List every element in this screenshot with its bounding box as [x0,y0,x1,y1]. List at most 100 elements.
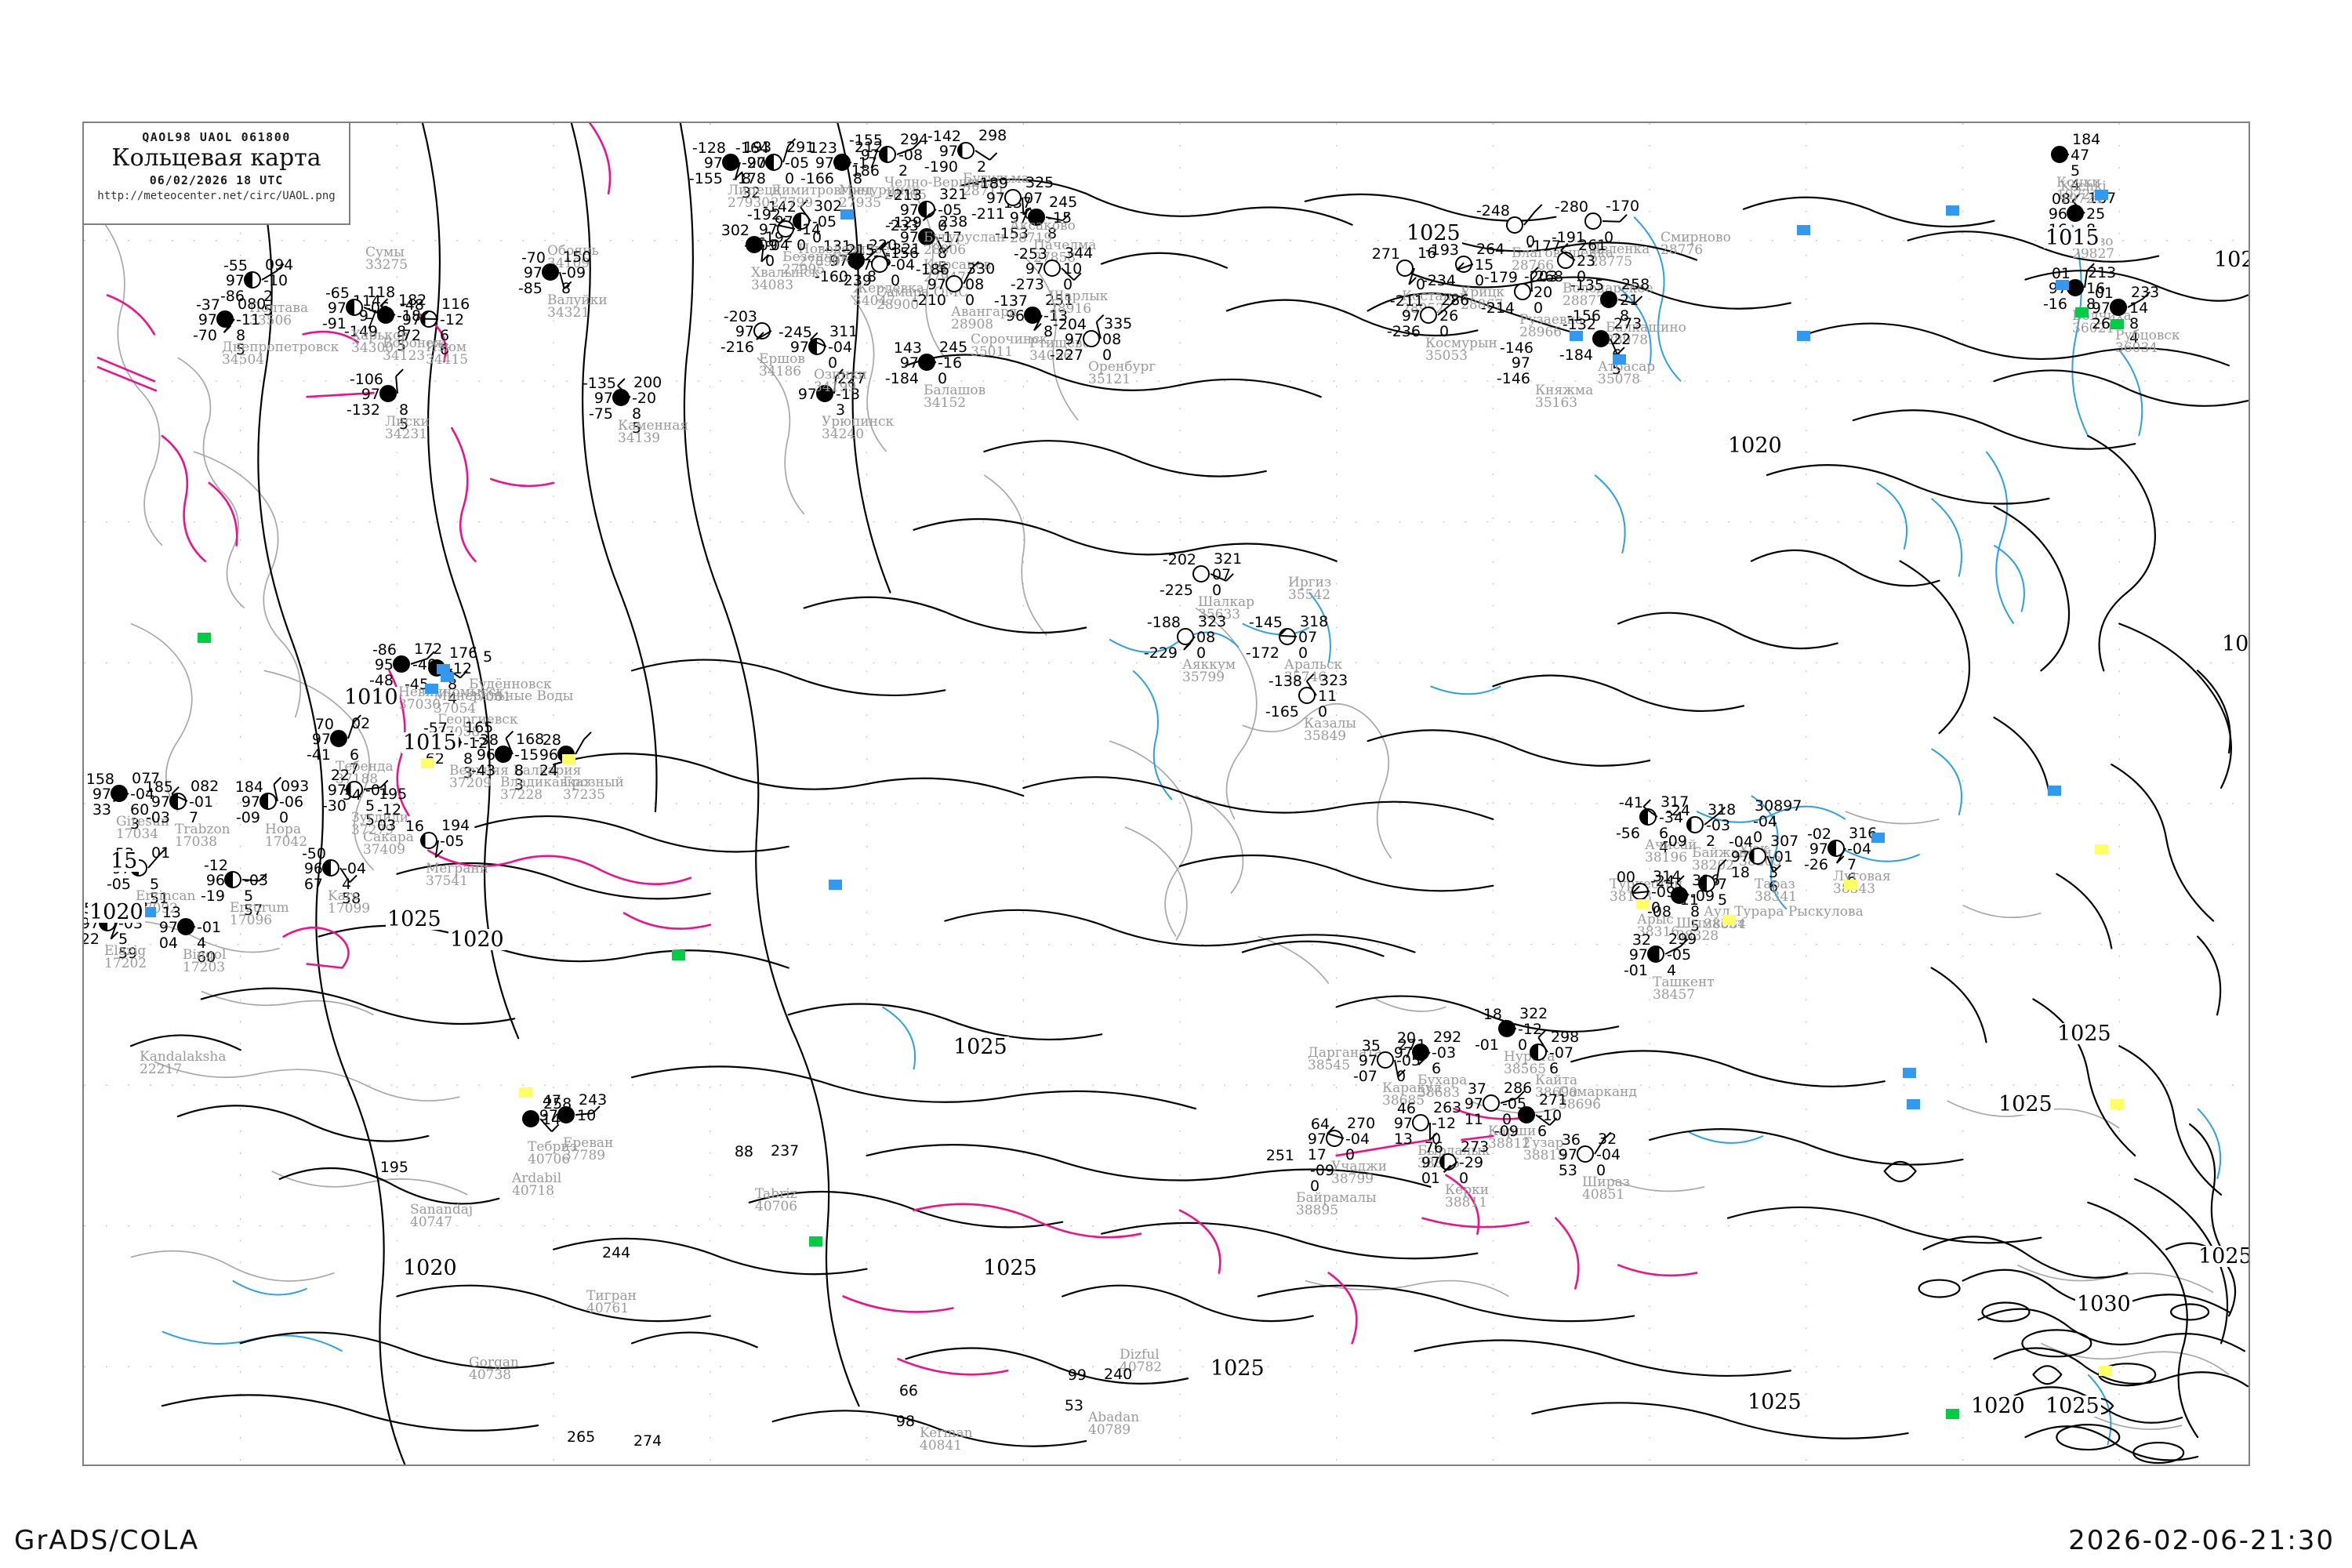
isobar-label: 1025 [952,1035,1009,1059]
wind-barb-icon [734,162,743,180]
station-dewpoint: -234 [1421,272,1456,289]
wind-barb-icon [760,244,770,263]
station-visibility: 97 [401,311,421,328]
station-temperature: -189 [974,175,1008,192]
station-temperature: -138 [1268,673,1302,690]
station-wmo-id: 38457 [1653,987,1696,1003]
isobar-label: 1020 [1726,434,1784,458]
station-name: Обоянь [547,243,599,259]
station-dewpoint: -91 [321,315,347,332]
station-cloud-low: 0 [938,217,948,234]
station-name: Kandalaksha [140,1049,227,1065]
weather-symbol-blue-icon [1797,331,1810,341]
station-cloud-low: 8 [397,323,407,340]
station-pressure: 302 [814,198,843,215]
station-sky-cover-icon [330,730,347,747]
wind-barb-icon [922,209,937,222]
station-wmo-id: 38685 [1382,1093,1425,1109]
station-name: Туркестан [1610,877,1683,892]
wind-barb-icon [1408,267,1417,285]
station-pressure: 01 [151,844,171,862]
station-dewpoint: -01 [1474,1036,1499,1054]
station-temperature: -192 [746,206,781,223]
wind-barb-icon [434,840,444,858]
wind-barb-icon [1033,314,1043,332]
station-cloud-low: 0 [785,170,795,187]
station-name: Сакара [363,829,414,845]
station-sky-cover-icon [322,859,339,877]
station-cloud-low: 4 [197,935,207,952]
station-pressure: 245 [939,339,968,356]
station-visibility: 97 [899,201,919,219]
station-temperature: -202 [1162,551,1196,568]
station-wmo-id: 38815 [1523,1148,1566,1163]
wind-barb-icon [1437,296,1459,316]
station-wmo-id: 36021 [2072,321,2115,336]
station-dewpoint: 53 [1064,1397,1083,1414]
station-sky-cover-icon [765,154,782,171]
station-pressure-tendency: -05 [812,213,837,230]
station-sky-cover-icon [1600,291,1617,308]
station-temperature: -129 [887,214,922,231]
station-wmo-id: 38811 [1445,1195,1488,1210]
station-visibility: 97 [1511,354,1530,372]
station-temperature: -24 [1665,802,1690,819]
wind-barb-icon [171,786,188,802]
station-temperature: -70 [521,249,546,267]
station-sky-cover-icon [1004,189,1022,206]
station-temperature: 76 [1424,1139,1443,1156]
station-pressure: 321 [939,186,968,203]
station-wmo-id: 37054 [434,701,477,717]
station-sky-cover-icon [1514,283,1531,300]
weather-symbol-yellow-icon [1722,915,1736,925]
station-sky-cover-icon [1420,307,1437,324]
station-temperature: 47 [542,1092,561,1109]
station-temperature: -211 [1389,292,1424,310]
station-wmo-id: 28711 [963,183,1006,199]
station-cloud-low: 8 [853,170,863,187]
wind-barb-icon [395,368,404,394]
station-name: Невинномысск [398,684,505,700]
station-cloud-low: 0 [1318,703,1328,720]
station-dewpoint: -09 [235,809,260,826]
wind-barb-icon [1498,1019,1517,1029]
station-pressure-tendency: -12 [1518,1021,1543,1038]
station-dewpoint: -227 [1049,347,1083,364]
weather-symbol-blue-icon [425,684,438,694]
station-pressure: 321 [892,241,921,258]
station-name: Полтава [249,300,309,316]
station-name: Косму­рын [1425,336,1497,351]
station-cloud-low: 0 [279,809,289,826]
isobar-label: 1025 [1997,1092,2054,1116]
station-wmo-id: 40747 [410,1214,453,1230]
station-name: Авангард [951,304,1018,320]
station-pressure-tendency: -16 [938,354,963,372]
station-cloud-code: 5 [236,341,246,358]
station-temperature: -38 [474,731,499,749]
station-cloud-code: 5 [365,811,376,829]
weather-symbol-blue-icon [2095,190,2108,200]
station-name: Elazig [104,943,147,959]
station-cloud-low: 0 [828,354,838,372]
station-pressure-tendency: -04 [1596,1146,1621,1163]
station-cloud-low: 8 [938,245,948,262]
station-temperature: 302 [720,222,750,239]
station-name: Бугуруслан [924,230,1006,245]
station-pressure: 318 [1300,613,1329,630]
station-dewpoint: 33 [92,801,111,818]
wind-barb-icon [1535,1114,1558,1126]
wind-barb-icon [975,150,998,161]
station-visibility: 97 [746,154,766,172]
station-sky-cover-icon [2110,299,2127,316]
wind-barb-icon [834,161,852,169]
station-name: Abadan [1088,1410,1140,1425]
station-wmo-id: 34047 [853,293,896,309]
station-cloud-low: 0 [965,292,975,309]
station-pressure: 240 [1104,1366,1133,1383]
weather-symbol-blue-icon [1871,833,1885,843]
station-wmo-id: 33275 [365,257,408,273]
station-cloud-code: 7 [350,760,360,778]
station-dewpoint: -178 [731,170,766,187]
station-pressure-tendency: -13 [1044,307,1069,325]
station-name: Ardabil [512,1171,562,1186]
